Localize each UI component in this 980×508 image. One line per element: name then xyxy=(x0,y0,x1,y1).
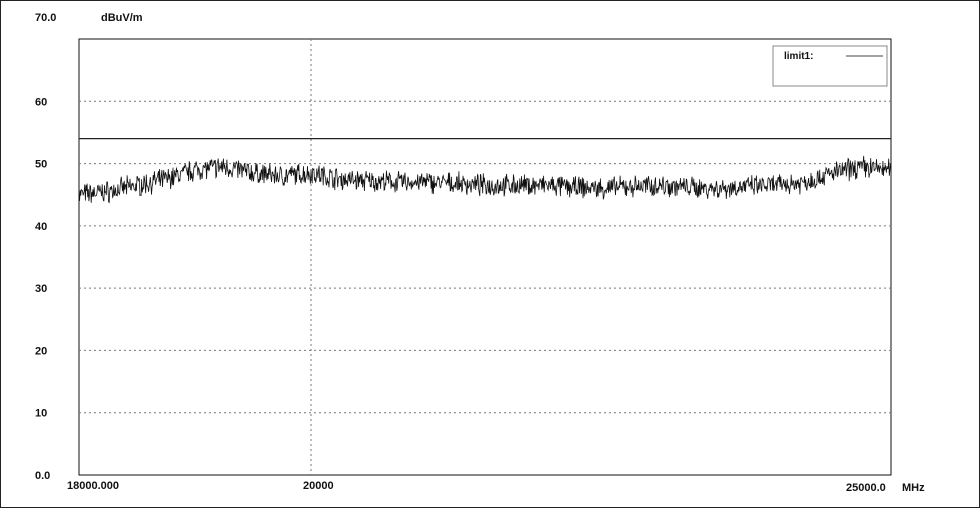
plot-area xyxy=(78,38,892,476)
y-tick-label-5: 10 xyxy=(35,408,47,420)
y-tick-label-0: 60 xyxy=(35,96,47,108)
legend-box xyxy=(772,45,888,87)
y-tick-label-2: 40 xyxy=(35,221,47,233)
x-unit-label: MHz xyxy=(902,482,925,494)
x-tick-label-0: 20000 xyxy=(303,480,334,492)
y-tick-label-4: 20 xyxy=(35,345,47,357)
y-tick-label-1: 50 xyxy=(35,159,47,171)
y-tick-label-3: 30 xyxy=(35,283,47,295)
x-end-label: 25000.0 xyxy=(846,482,886,494)
legend: limit1: xyxy=(772,45,888,87)
x-start-label: 18000.000 xyxy=(67,480,119,492)
measurement-trace xyxy=(78,155,892,204)
y-tick-label-6: 0.0 xyxy=(35,470,50,482)
y-top-label: 70.0 xyxy=(35,12,56,24)
legend-entry-limit1: limit1: xyxy=(784,51,813,62)
y-unit-label: dBuV/m xyxy=(101,12,143,24)
